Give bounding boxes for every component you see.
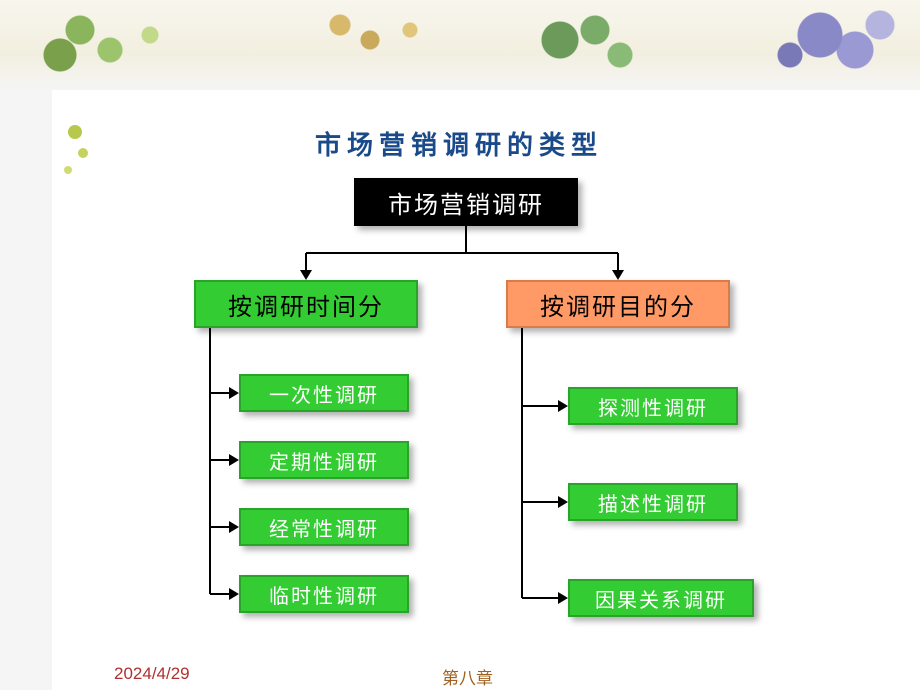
footer-chapter: 第八章 xyxy=(442,664,493,689)
bullet-icon xyxy=(78,148,88,158)
diagram-branch-node: 按调研目的分 xyxy=(506,280,730,328)
slide-decoration xyxy=(0,0,920,90)
bullet-icon xyxy=(64,166,72,174)
arrow-right-icon xyxy=(558,496,568,508)
bullet-icon xyxy=(68,125,82,139)
connector-line xyxy=(209,328,211,594)
footer-date: 2024/4/29 xyxy=(114,664,190,684)
arrow-right-icon xyxy=(229,521,239,533)
arrow-down-icon xyxy=(300,270,312,280)
slide-body: 市场营销调研的类型 市场营销调研按调研时间分一次性调研定期性调研经常性调研临时性… xyxy=(52,90,920,690)
arrow-right-icon xyxy=(229,454,239,466)
connector-line xyxy=(521,328,523,598)
connector-line xyxy=(522,597,558,599)
connector-line xyxy=(465,226,467,253)
connector-line xyxy=(305,253,307,270)
connector-line xyxy=(210,459,229,461)
arrow-right-icon xyxy=(229,588,239,600)
arrow-down-icon xyxy=(612,270,624,280)
diagram-root-node: 市场营销调研 xyxy=(354,178,578,226)
connector-line xyxy=(210,526,229,528)
slide-title: 市场营销调研的类型 xyxy=(315,125,603,162)
arrow-right-icon xyxy=(229,387,239,399)
connector-line xyxy=(522,501,558,503)
diagram-leaf-node: 描述性调研 xyxy=(568,483,738,521)
connector-line xyxy=(522,405,558,407)
diagram-leaf-node: 探测性调研 xyxy=(568,387,738,425)
connector-line xyxy=(210,593,229,595)
arrow-right-icon xyxy=(558,400,568,412)
diagram-leaf-node: 定期性调研 xyxy=(239,441,409,479)
connector-line xyxy=(210,392,229,394)
diagram-leaf-node: 经常性调研 xyxy=(239,508,409,546)
diagram-leaf-node: 因果关系调研 xyxy=(568,579,754,617)
diagram-leaf-node: 临时性调研 xyxy=(239,575,409,613)
connector-line xyxy=(617,253,619,270)
diagram-leaf-node: 一次性调研 xyxy=(239,374,409,412)
connector-line xyxy=(306,252,618,254)
diagram-branch-node: 按调研时间分 xyxy=(194,280,418,328)
arrow-right-icon xyxy=(558,592,568,604)
